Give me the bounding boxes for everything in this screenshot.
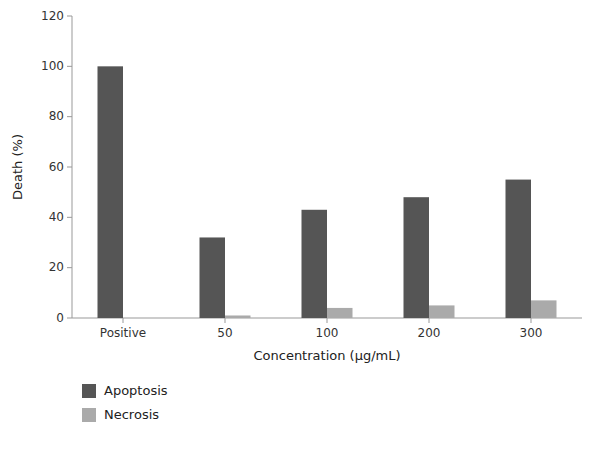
x-tick (225, 318, 226, 323)
y-tick-label: 100 (41, 59, 64, 73)
y-tick (67, 66, 72, 67)
bar (200, 237, 226, 318)
bars (98, 66, 557, 318)
y-tick (67, 267, 72, 268)
y-tick-label: 0 (56, 311, 64, 325)
chart-svg: 0 20 40 60 80 100 120 Positive 50 100 200 300 Concen… (0, 0, 600, 453)
bar (404, 197, 430, 318)
axes: 0 20 40 60 80 100 120 Positive 50 100 200 300 (41, 9, 582, 341)
y-tick (67, 116, 72, 117)
bar (225, 315, 251, 318)
y-tick-label: 120 (41, 9, 64, 23)
y-tick (67, 167, 72, 168)
x-axis-label: Concentration (μg/mL) (253, 348, 400, 363)
y-tick-label: 80 (49, 109, 64, 123)
bar (302, 210, 328, 318)
bar (429, 305, 455, 318)
y-tick-label: 60 (49, 160, 64, 174)
x-tick (531, 318, 532, 323)
y-axis-label: Death (%) (10, 134, 25, 200)
x-tick-label: 50 (217, 326, 232, 340)
x-tick-label: Positive (100, 326, 146, 340)
bar (327, 308, 353, 318)
x-tick (327, 318, 328, 323)
x-tick-label: 300 (520, 326, 543, 340)
y-tick-label: 20 (49, 260, 64, 274)
y-axis-line (72, 16, 73, 318)
legend: Apoptosis Necrosis (82, 383, 168, 423)
y-tick (67, 318, 72, 319)
x-tick (429, 318, 430, 323)
x-tick-label: 100 (316, 326, 339, 340)
y-tick-label: 40 (49, 210, 64, 224)
legend-label: Necrosis (104, 407, 159, 422)
legend-swatch (82, 408, 96, 422)
bar (123, 318, 149, 319)
legend-label: Apoptosis (104, 383, 168, 398)
bar (531, 300, 557, 318)
bar (506, 180, 532, 318)
y-tick (67, 16, 72, 17)
x-tick (123, 318, 124, 323)
legend-swatch (82, 384, 96, 398)
background (0, 0, 600, 453)
bar (98, 66, 124, 318)
y-tick (67, 217, 72, 218)
chart-container: 0 20 40 60 80 100 120 Positive 50 100 200 300 Concen… (0, 0, 600, 453)
x-tick-label: 200 (418, 326, 441, 340)
